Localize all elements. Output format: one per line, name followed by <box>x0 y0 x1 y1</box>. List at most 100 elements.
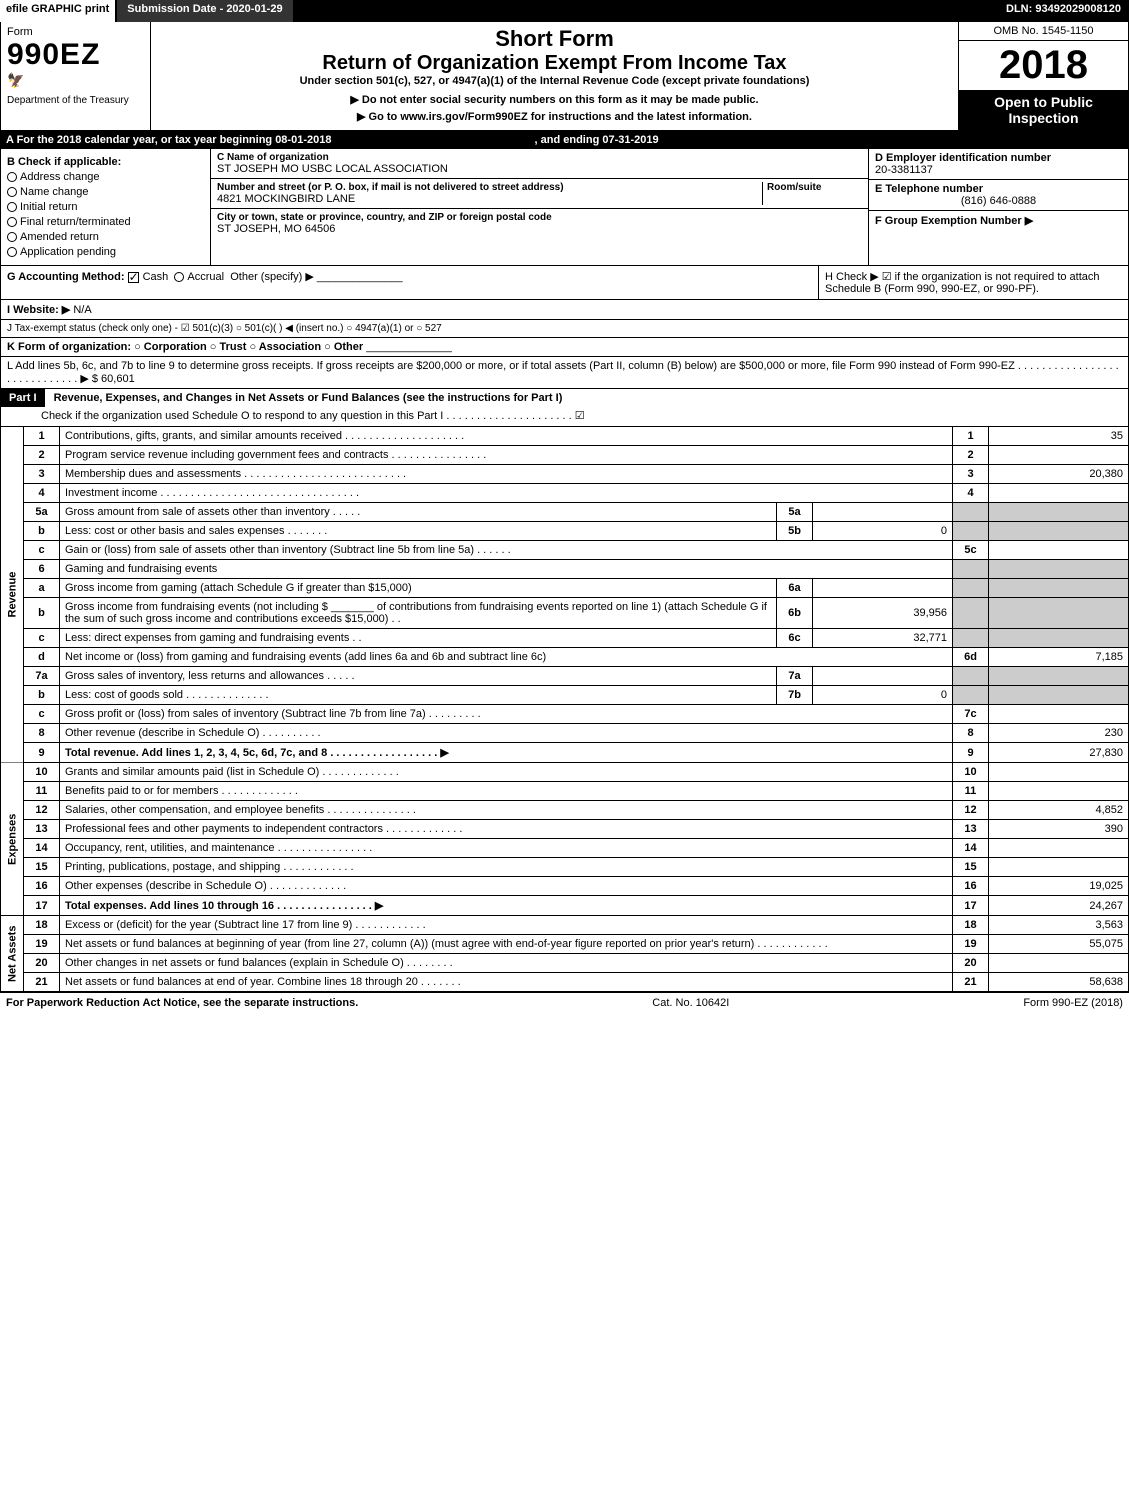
form-number: 990EZ <box>7 38 144 72</box>
e-label: E Telephone number <box>875 183 1122 195</box>
accounting-method: G Accounting Method: Cash Accrual Other … <box>1 266 818 299</box>
line-17: 17Total expenses. Add lines 10 through 1… <box>1 896 1129 916</box>
line-12: 12Salaries, other compensation, and empl… <box>1 801 1129 820</box>
radio-icon[interactable] <box>7 247 17 257</box>
ein-cell: D Employer identification number 20-3381… <box>869 149 1128 180</box>
catalog-number: Cat. No. 10642I <box>652 997 729 1009</box>
radio-icon[interactable] <box>7 202 17 212</box>
line-10: Expenses 10Grants and similar amounts pa… <box>1 763 1129 782</box>
line-11: 11Benefits paid to or for members . . . … <box>1 782 1129 801</box>
b-header: B Check if applicable: <box>7 156 204 168</box>
ein-value: 20-3381137 <box>875 164 1122 176</box>
room-label: Room/suite <box>767 182 862 193</box>
line-3: 3Membership dues and assessments . . . .… <box>1 465 1129 484</box>
radio-icon[interactable] <box>7 172 17 182</box>
part1-check: Check if the organization used Schedule … <box>1 407 1128 426</box>
line-7a: 7aGross sales of inventory, less returns… <box>1 667 1129 686</box>
expenses-side-label: Expenses <box>1 763 24 916</box>
open-to-public: Open to Public Inspection <box>959 90 1128 130</box>
goto-link[interactable]: ▶ Go to www.irs.gov/Form990EZ for instru… <box>159 110 950 123</box>
website-value: N/A <box>73 304 91 316</box>
part1-table: Revenue 1 Contributions, gifts, grants, … <box>0 427 1129 992</box>
line-14: 14Occupancy, rent, utilities, and mainte… <box>1 839 1129 858</box>
org-name: ST JOSEPH MO USBC LOCAL ASSOCIATION <box>217 163 862 175</box>
line-5c: cGain or (loss) from sale of assets othe… <box>1 541 1129 560</box>
form-org-row: K Form of organization: ○ Corporation ○ … <box>0 338 1129 357</box>
gross-receipts-row: L Add lines 5b, 6c, and 7b to line 9 to … <box>0 357 1129 389</box>
line-7b: bLess: cost of goods sold . . . . . . . … <box>1 686 1129 705</box>
website-row: I Website: ▶ N/A <box>0 300 1129 320</box>
cash-checkbox[interactable] <box>128 272 139 283</box>
under-section: Under section 501(c), 527, or 4947(a)(1)… <box>159 75 950 87</box>
line-6: 6Gaming and fundraising events <box>1 560 1129 579</box>
check-initial: Initial return <box>7 201 204 213</box>
period-bar: A For the 2018 calendar year, or tax yea… <box>0 131 1129 149</box>
g-label: G Accounting Method: <box>7 271 125 283</box>
line-6b: bGross income from fundraising events (n… <box>1 598 1129 629</box>
street-label: Number and street (or P. O. box, if mail… <box>217 182 762 193</box>
line-5a: 5aGross amount from sale of assets other… <box>1 503 1129 522</box>
accrual-radio[interactable] <box>174 272 184 282</box>
group-exemption-cell: F Group Exemption Number ▶ <box>869 211 1128 230</box>
org-mid: C Name of organization ST JOSEPH MO USBC… <box>211 149 868 265</box>
f-label: F Group Exemption Number ▶ <box>875 215 1033 227</box>
phone-value: (816) 646-0888 <box>875 195 1122 207</box>
c-label: C Name of organization <box>217 152 862 163</box>
d-label: D Employer identification number <box>875 152 1122 164</box>
form-label: Form <box>7 26 144 38</box>
org-name-row: C Name of organization ST JOSEPH MO USBC… <box>211 149 868 179</box>
street-value: 4821 MOCKINGBIRD LANE <box>217 193 762 205</box>
radio-icon[interactable] <box>7 187 17 197</box>
line-13: 13Professional fees and other payments t… <box>1 820 1129 839</box>
city-label: City or town, state or province, country… <box>217 212 862 223</box>
schedule-b-check: H Check ▶ ☑ if the organization is not r… <box>818 266 1128 299</box>
city-row: City or town, state or province, country… <box>211 209 868 238</box>
part1-title: Revenue, Expenses, and Changes in Net As… <box>48 389 569 407</box>
check-address: Address change <box>7 171 204 183</box>
i-label: I Website: ▶ <box>7 304 70 316</box>
line-19: 19Net assets or fund balances at beginni… <box>1 935 1129 954</box>
org-block: B Check if applicable: Address change Na… <box>0 149 1129 266</box>
phone-cell: E Telephone number (816) 646-0888 <box>869 180 1128 211</box>
line-15: 15Printing, publications, postage, and s… <box>1 858 1129 877</box>
radio-icon[interactable] <box>7 232 17 242</box>
check-pending: Application pending <box>7 246 204 258</box>
dept-label: Department of the Treasury <box>7 95 144 106</box>
line-6a: aGross income from gaming (attach Schedu… <box>1 579 1129 598</box>
g-h-row: G Accounting Method: Cash Accrual Other … <box>0 266 1129 300</box>
line-18: Net Assets 18Excess or (deficit) for the… <box>1 916 1129 935</box>
part1-label: Part I <box>1 389 45 407</box>
line-9: 9Total revenue. Add lines 1, 2, 3, 4, 5c… <box>1 743 1129 763</box>
line-21: 21Net assets or fund balances at end of … <box>1 973 1129 992</box>
title-block: Short Form Return of Organization Exempt… <box>151 22 958 130</box>
line-6c: cLess: direct expenses from gaming and f… <box>1 629 1129 648</box>
header-right: OMB No. 1545-1150 2018 Open to Public In… <box>958 22 1128 130</box>
line-7c: cGross profit or (loss) from sales of in… <box>1 705 1129 724</box>
return-title: Return of Organization Exempt From Incom… <box>159 52 950 75</box>
short-form-title: Short Form <box>159 26 950 52</box>
form-number-block: Form 990EZ 🦅 Department of the Treasury <box>1 22 151 130</box>
line-4: 4Investment income . . . . . . . . . . .… <box>1 484 1129 503</box>
tax-year: 2018 <box>959 41 1128 90</box>
efile-label: efile GRAPHIC print <box>0 0 115 22</box>
check-name: Name change <box>7 186 204 198</box>
form-ref: Form 990-EZ (2018) <box>1023 997 1123 1009</box>
line-8: 8Other revenue (describe in Schedule O) … <box>1 724 1129 743</box>
submission-date: Submission Date - 2020-01-29 <box>115 0 292 22</box>
org-right: D Employer identification number 20-3381… <box>868 149 1128 265</box>
period-begin: A For the 2018 calendar year, or tax yea… <box>6 134 331 146</box>
check-final: Final return/terminated <box>7 216 204 228</box>
radio-icon[interactable] <box>7 217 17 227</box>
part1-header: Part I Revenue, Expenses, and Changes in… <box>0 389 1129 427</box>
k-text: K Form of organization: ○ Corporation ○ … <box>7 341 363 353</box>
revenue-side-label: Revenue <box>1 427 24 763</box>
street-row: Number and street (or P. O. box, if mail… <box>211 179 868 209</box>
line-2: 2Program service revenue including gover… <box>1 446 1129 465</box>
line-20: 20Other changes in net assets or fund ba… <box>1 954 1129 973</box>
omb-number: OMB No. 1545-1150 <box>959 22 1128 41</box>
top-bar: efile GRAPHIC print Submission Date - 20… <box>0 0 1129 22</box>
city-value: ST JOSEPH, MO 64506 <box>217 223 862 235</box>
paperwork-notice: For Paperwork Reduction Act Notice, see … <box>6 997 358 1009</box>
spacer <box>293 0 998 22</box>
form-header: Form 990EZ 🦅 Department of the Treasury … <box>0 22 1129 131</box>
